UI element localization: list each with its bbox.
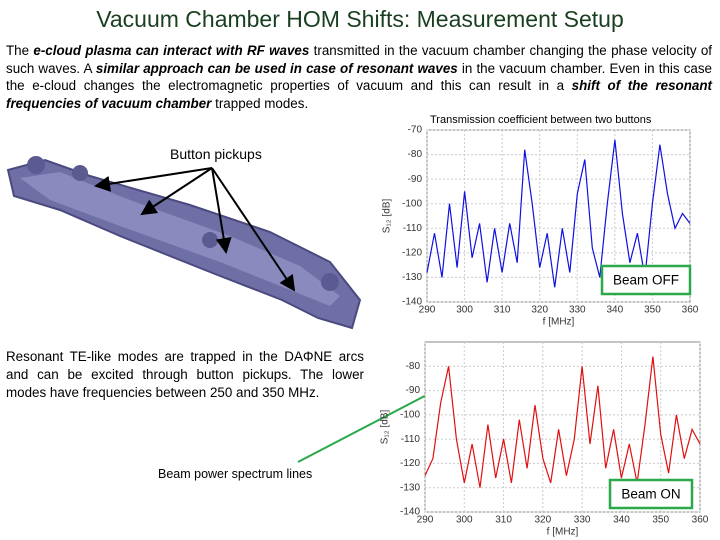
y-tick-label: -120 bbox=[402, 247, 422, 258]
plot-caption: Transmission coefficient between two but… bbox=[430, 114, 652, 126]
y-tick-label: -80 bbox=[408, 149, 423, 160]
emphasized-text: similar approach can be used in case of … bbox=[95, 60, 458, 76]
y-tick-label: -120 bbox=[400, 458, 420, 469]
spectrum-lines-label: Beam power spectrum lines bbox=[158, 467, 313, 481]
y-tick-label: -100 bbox=[400, 409, 420, 420]
y-tick-label: -140 bbox=[400, 507, 420, 518]
x-tick-label: 290 bbox=[419, 305, 436, 316]
intro-paragraph: The e-cloud plasma can interact with RF … bbox=[6, 42, 712, 112]
emphasized-text: e-cloud plasma can interact with RF wave… bbox=[33, 43, 310, 58]
pickup-arrows bbox=[94, 167, 296, 292]
text-run: The bbox=[6, 43, 34, 58]
y-tick-label: -110 bbox=[403, 223, 423, 234]
x-tick-label: 310 bbox=[495, 515, 512, 526]
y-tick-label: -100 bbox=[402, 198, 422, 209]
y-axis-label: S₁₂ [dB] bbox=[382, 199, 393, 234]
x-tick-label: 320 bbox=[535, 515, 552, 526]
y-tick-label: -90 bbox=[406, 385, 421, 396]
x-tick-label: 340 bbox=[613, 515, 630, 526]
text-run: trapped modes. bbox=[211, 95, 309, 111]
emphasized-text: shift of the resonant frequencies of vac… bbox=[6, 78, 713, 111]
y-tick-label: -90 bbox=[408, 174, 423, 185]
slide-title: Vacuum Chamber HOM Shifts: Measurement S… bbox=[96, 6, 624, 32]
y-tick-label: -110 bbox=[401, 434, 421, 445]
x-tick-label: 320 bbox=[531, 305, 548, 316]
x-tick-label: 290 bbox=[417, 515, 434, 526]
text-run: in the vacuum chamber. Even in this case… bbox=[6, 60, 712, 94]
x-tick-label: 300 bbox=[456, 305, 473, 316]
button-pickups-label: Button pickups bbox=[170, 146, 262, 162]
beam-label: Beam OFF bbox=[613, 273, 679, 288]
x-tick-label: 340 bbox=[607, 305, 624, 316]
label-box bbox=[600, 264, 692, 296]
x-axis-label: f [MHz] bbox=[547, 527, 579, 538]
text-run: transmitted in the vacuum chamber changi… bbox=[6, 43, 713, 76]
x-tick-label: 350 bbox=[652, 515, 669, 526]
x-tick-label: 360 bbox=[682, 305, 699, 316]
vacuum-chamber bbox=[6, 156, 362, 330]
x-tick-label: 300 bbox=[456, 515, 473, 526]
y-axis-label: S₁₂ [dB] bbox=[380, 410, 391, 445]
y-tick-label: -130 bbox=[402, 272, 422, 283]
x-tick-label: 330 bbox=[574, 515, 591, 526]
x-tick-label: 330 bbox=[569, 305, 586, 316]
trace bbox=[424, 356, 701, 488]
y-tick-label: -130 bbox=[400, 482, 420, 493]
x-tick-label: 350 bbox=[644, 305, 661, 316]
y-tick-label: -80 bbox=[406, 361, 421, 372]
x-tick-label: 360 bbox=[692, 515, 709, 526]
y-tick-label: -140 bbox=[402, 297, 422, 308]
beam-label: Beam ON bbox=[621, 487, 680, 502]
y-tick-label: -70 bbox=[408, 125, 423, 136]
description: Resonant TE-like modes are trapped in th… bbox=[6, 349, 364, 400]
label-box bbox=[608, 478, 694, 510]
x-axis-label: f [MHz] bbox=[543, 317, 575, 328]
x-tick-label: 310 bbox=[494, 305, 511, 316]
